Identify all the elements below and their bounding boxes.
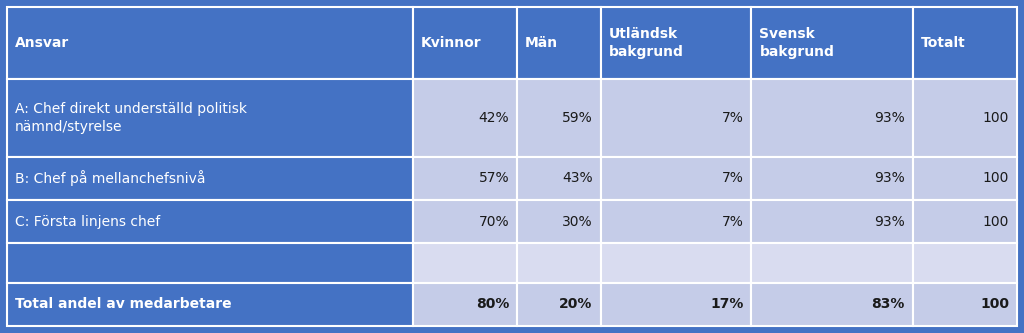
Text: 100: 100: [983, 171, 1009, 185]
Text: Utländsk
bakgrund: Utländsk bakgrund: [608, 28, 683, 59]
Text: 7%: 7%: [722, 215, 743, 229]
Text: 7%: 7%: [722, 171, 743, 185]
Text: B: Chef på mellanchefsnivå: B: Chef på mellanchefsnivå: [15, 170, 206, 186]
Bar: [912, 200, 1017, 243]
Bar: [600, 79, 752, 157]
Text: 93%: 93%: [874, 171, 905, 185]
Text: A: Chef direkt underställd politisk
nämnd/styrelse: A: Chef direkt underställd politisk nämn…: [15, 102, 247, 134]
Bar: [752, 243, 912, 283]
Bar: [7, 283, 413, 326]
Text: 83%: 83%: [871, 297, 905, 311]
Bar: [413, 79, 517, 157]
Text: 57%: 57%: [478, 171, 509, 185]
Text: 43%: 43%: [562, 171, 593, 185]
Text: 93%: 93%: [874, 111, 905, 125]
Bar: [517, 283, 600, 326]
Bar: [413, 157, 517, 200]
Bar: [752, 79, 912, 157]
Text: 20%: 20%: [559, 297, 593, 311]
Bar: [600, 200, 752, 243]
Text: Kvinnor: Kvinnor: [421, 36, 481, 50]
Bar: [912, 79, 1017, 157]
Bar: [600, 7, 752, 79]
Text: Ansvar: Ansvar: [15, 36, 70, 50]
Text: 7%: 7%: [722, 111, 743, 125]
Bar: [912, 283, 1017, 326]
Bar: [7, 200, 413, 243]
Bar: [413, 7, 517, 79]
Bar: [7, 7, 413, 79]
Bar: [517, 7, 600, 79]
Bar: [600, 243, 752, 283]
Bar: [912, 157, 1017, 200]
Text: 93%: 93%: [874, 215, 905, 229]
Text: Totalt: Totalt: [921, 36, 966, 50]
Bar: [752, 157, 912, 200]
Text: Svensk
bakgrund: Svensk bakgrund: [760, 28, 835, 59]
Text: 17%: 17%: [710, 297, 743, 311]
Bar: [413, 200, 517, 243]
Bar: [517, 243, 600, 283]
Bar: [752, 7, 912, 79]
Bar: [912, 7, 1017, 79]
Text: C: Första linjens chef: C: Första linjens chef: [15, 215, 160, 229]
Text: 59%: 59%: [562, 111, 593, 125]
Bar: [600, 283, 752, 326]
Bar: [752, 283, 912, 326]
Bar: [517, 200, 600, 243]
Bar: [600, 157, 752, 200]
Bar: [7, 157, 413, 200]
Bar: [912, 243, 1017, 283]
Text: 100: 100: [983, 111, 1009, 125]
Bar: [7, 79, 413, 157]
Text: 80%: 80%: [476, 297, 509, 311]
Bar: [752, 200, 912, 243]
Bar: [7, 243, 413, 283]
Bar: [517, 157, 600, 200]
Text: 100: 100: [980, 297, 1009, 311]
Text: 30%: 30%: [562, 215, 593, 229]
Text: 100: 100: [983, 215, 1009, 229]
Text: Total andel av medarbetare: Total andel av medarbetare: [15, 297, 231, 311]
Bar: [413, 283, 517, 326]
Text: 42%: 42%: [478, 111, 509, 125]
Text: Män: Män: [525, 36, 558, 50]
Bar: [517, 79, 600, 157]
Text: 70%: 70%: [478, 215, 509, 229]
Bar: [413, 243, 517, 283]
